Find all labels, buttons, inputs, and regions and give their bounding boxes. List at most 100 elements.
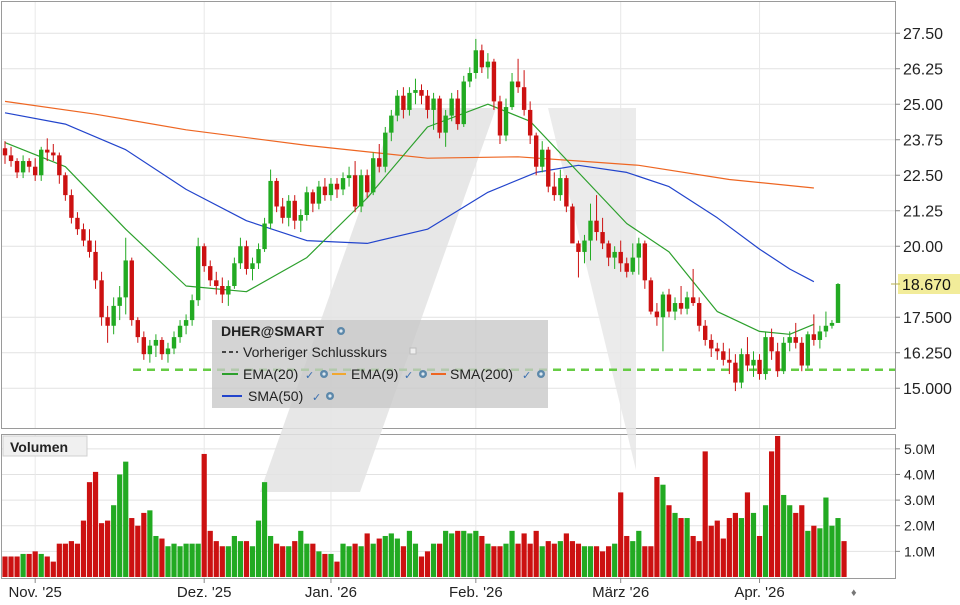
volume-bar bbox=[503, 543, 509, 577]
volume-bar bbox=[443, 530, 449, 577]
volume-bar bbox=[400, 546, 406, 577]
settings-icon[interactable] bbox=[419, 370, 427, 378]
candle-down bbox=[515, 81, 521, 88]
candle-up bbox=[147, 345, 153, 355]
candle-down bbox=[521, 87, 527, 110]
check-icon[interactable]: ✓ bbox=[522, 370, 531, 382]
volume-bar bbox=[811, 525, 817, 577]
candle-up bbox=[413, 90, 418, 93]
candle-down bbox=[214, 280, 219, 286]
volume-bar bbox=[744, 492, 751, 577]
volume-tick-label: 5.0M bbox=[904, 441, 935, 457]
candle-down bbox=[564, 178, 569, 207]
candle-up bbox=[461, 81, 466, 125]
candle-up bbox=[540, 149, 545, 167]
volume-bar bbox=[756, 535, 763, 577]
volume-bar bbox=[424, 551, 431, 577]
volume-bar bbox=[599, 551, 606, 577]
volume-bar bbox=[666, 505, 672, 577]
settings-icon[interactable] bbox=[320, 370, 328, 378]
legend-toggle-icon[interactable] bbox=[409, 347, 417, 355]
volume-tick-label: 4.0M bbox=[904, 466, 935, 482]
volume-bar bbox=[358, 546, 364, 577]
volume-bar bbox=[195, 543, 201, 577]
check-icon[interactable]: ✓ bbox=[312, 392, 321, 404]
candle-up bbox=[431, 98, 436, 110]
volume-bar bbox=[437, 543, 443, 577]
volume-bar bbox=[153, 535, 159, 577]
scroll-right-icon[interactable]: ♦ bbox=[851, 587, 857, 599]
volume-bar bbox=[352, 543, 358, 577]
volume-bar bbox=[726, 518, 732, 577]
volume-bar bbox=[732, 512, 738, 577]
volume-bar bbox=[720, 538, 726, 577]
settings-icon[interactable] bbox=[326, 392, 334, 400]
volume-bar bbox=[141, 512, 147, 577]
candle-down bbox=[419, 90, 424, 96]
volume-bar bbox=[509, 530, 515, 577]
volume-bar bbox=[467, 533, 473, 577]
volume-bar bbox=[105, 520, 111, 577]
settings-icon[interactable] bbox=[537, 370, 545, 378]
time-tick-label: Apr. '26 bbox=[734, 584, 784, 600]
volume-bar bbox=[575, 543, 582, 577]
time-axis: Nov. '25 Dez. '25 Jan. '26 Feb. '26 März '26… bbox=[8, 578, 785, 601]
candle-up bbox=[111, 305, 116, 326]
legend-item-ema9[interactable]: EMA(9) bbox=[351, 366, 398, 382]
candle-up bbox=[485, 61, 491, 68]
volume-bar bbox=[86, 482, 93, 577]
legend-item-sma200[interactable]: SMA(200) bbox=[450, 366, 513, 382]
volume-bar bbox=[340, 543, 346, 577]
candle-down bbox=[757, 359, 762, 375]
check-icon[interactable]: ✓ bbox=[305, 370, 314, 382]
volume-bars bbox=[2, 436, 847, 577]
volume-bar bbox=[781, 494, 787, 577]
candle-down bbox=[618, 251, 623, 264]
candle-up bbox=[238, 246, 243, 264]
last-price-marker: 18.670 bbox=[891, 274, 960, 295]
legend-item-ema20[interactable]: EMA(20) bbox=[243, 366, 298, 382]
volume-bar bbox=[183, 543, 189, 577]
moving-average-lines bbox=[4, 100, 815, 335]
volume-bar bbox=[280, 546, 286, 577]
settings-icon[interactable] bbox=[337, 327, 345, 335]
volume-bar bbox=[793, 512, 799, 577]
volume-bar bbox=[274, 543, 280, 577]
candle-down bbox=[220, 286, 225, 295]
chart-legend: DHER@SMART Vorheriger Schlusskurs EMA(20… bbox=[212, 320, 548, 408]
candle-down bbox=[364, 175, 370, 193]
candle-up bbox=[346, 175, 352, 179]
candle-up bbox=[612, 251, 617, 258]
candle-down bbox=[624, 263, 629, 272]
time-tick-label: Nov. '25 bbox=[8, 584, 61, 600]
candle-up bbox=[684, 297, 690, 309]
candle-down bbox=[721, 351, 726, 360]
legend-item-sma50[interactable]: SMA(50) bbox=[248, 388, 303, 404]
candle-down bbox=[678, 303, 684, 309]
sma50-line bbox=[4, 112, 815, 283]
candle-up bbox=[328, 183, 334, 196]
candle-down bbox=[775, 351, 780, 372]
volume-bar bbox=[630, 541, 636, 577]
candle-down bbox=[546, 149, 551, 187]
candle-up bbox=[407, 92, 412, 110]
candle-down bbox=[244, 246, 249, 269]
candle-down bbox=[648, 280, 654, 312]
ema20-line bbox=[4, 103, 815, 335]
price-candles bbox=[2, 38, 841, 392]
candle-up bbox=[389, 115, 394, 133]
candle-down bbox=[310, 192, 316, 204]
price-tick-label: 23.75 bbox=[903, 133, 943, 150]
check-icon[interactable]: ✓ bbox=[404, 370, 413, 382]
volume-label: Volumen bbox=[10, 439, 68, 455]
candle-down bbox=[533, 135, 539, 167]
volume-bar bbox=[479, 535, 485, 577]
volume-bar bbox=[654, 477, 660, 577]
volume-bar bbox=[213, 541, 219, 577]
candle-down bbox=[811, 334, 817, 340]
volume-bar bbox=[159, 538, 165, 577]
legend-item-prev-close[interactable]: Vorheriger Schlusskurs bbox=[243, 344, 387, 360]
volume-bar bbox=[473, 530, 479, 577]
volume-bar bbox=[111, 505, 117, 577]
candle-up bbox=[171, 337, 177, 349]
